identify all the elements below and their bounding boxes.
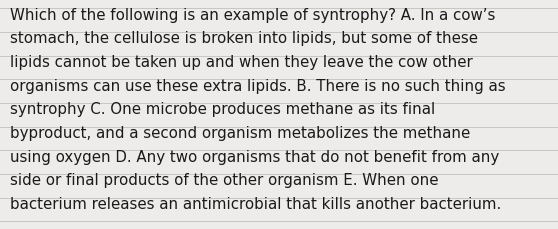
- Text: side or final products of the other organism E. When one: side or final products of the other orga…: [10, 173, 439, 188]
- Text: lipids cannot be taken up and when they leave the cow other: lipids cannot be taken up and when they …: [10, 55, 473, 70]
- Text: stomach, the cellulose is broken into lipids, but some of these: stomach, the cellulose is broken into li…: [10, 31, 478, 46]
- Text: bacterium releases an antimicrobial that kills another bacterium.: bacterium releases an antimicrobial that…: [10, 196, 501, 211]
- Text: Which of the following is an example of syntrophy? A. In a cow’s: Which of the following is an example of …: [10, 8, 496, 22]
- Text: syntrophy C. One microbe produces methane as its final: syntrophy C. One microbe produces methan…: [10, 102, 435, 117]
- Text: byproduct, and a second organism metabolizes the methane: byproduct, and a second organism metabol…: [10, 125, 470, 140]
- Text: using oxygen D. Any two organisms that do not benefit from any: using oxygen D. Any two organisms that d…: [10, 149, 499, 164]
- Text: organisms can use these extra lipids. B. There is no such thing as: organisms can use these extra lipids. B.…: [10, 78, 506, 93]
